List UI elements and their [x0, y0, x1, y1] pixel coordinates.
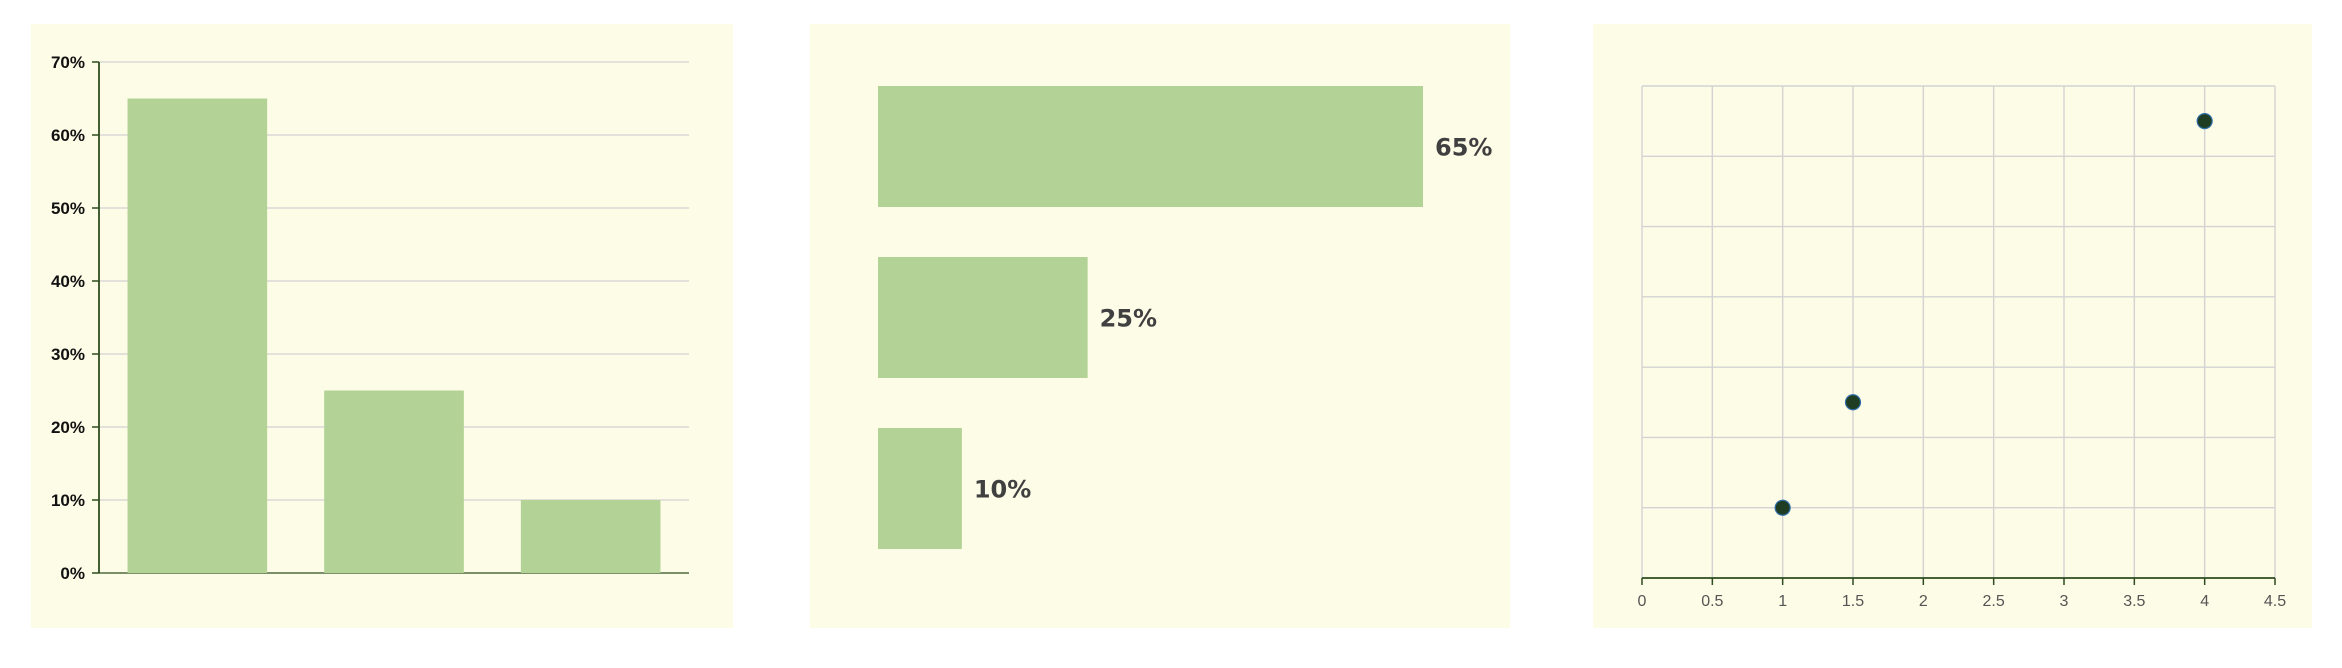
bar-chart-panel: 0% 10% 20% 30% 40% 50% 60% 70%: [31, 24, 733, 628]
bar: [127, 98, 268, 573]
data-label: 25%: [1100, 305, 1157, 333]
y-tick-label: 10%: [51, 491, 85, 510]
bar: [878, 86, 1423, 207]
x-tick-label: 0: [1638, 593, 1647, 610]
scatter-point: [1774, 499, 1791, 516]
y-tick-label: 70%: [51, 53, 85, 72]
x-tick-label: 2.5: [1983, 593, 2005, 610]
bar: [878, 428, 962, 549]
data-label: 10%: [974, 476, 1031, 504]
bar: [878, 257, 1088, 378]
scatter-chart: 0 0.5 1 1.5 2 2.5 3 3.5 4 4.5: [1638, 85, 2286, 610]
bar: [324, 390, 464, 573]
scatter-point: [2196, 113, 2213, 130]
y-tick-label: 30%: [51, 345, 85, 364]
horizontal-bar-chart: 65% 25% 10%: [878, 86, 1492, 549]
y-tick-label: 60%: [51, 126, 85, 145]
scatter-chart-panel: 0 0.5 1 1.5 2 2.5 3 3.5 4 4.5: [1593, 24, 2312, 628]
x-tick-label: 1: [1778, 593, 1787, 610]
data-label: 65%: [1435, 134, 1492, 162]
bar: [520, 500, 661, 573]
x-tick-label: 1.5: [1842, 593, 1864, 610]
y-tick-label: 0%: [60, 564, 85, 583]
y-tick-label: 50%: [51, 199, 85, 218]
x-tick-label: 4.5: [2264, 593, 2286, 610]
vertical-bar-chart: 0% 10% 20% 30% 40% 50% 60% 70%: [51, 53, 689, 583]
x-tick-label: 4: [2200, 593, 2209, 610]
y-tick-label: 40%: [51, 272, 85, 291]
horizontal-bar-chart-panel: 65% 25% 10%: [810, 24, 1510, 628]
x-tick-label: 3: [2060, 593, 2069, 610]
x-tick-label: 2: [1919, 593, 1928, 610]
scatter-point: [1844, 394, 1862, 411]
x-tick-label: 0.5: [1701, 593, 1723, 610]
y-tick-label: 20%: [51, 418, 85, 437]
x-tick-label: 3.5: [2123, 593, 2145, 610]
